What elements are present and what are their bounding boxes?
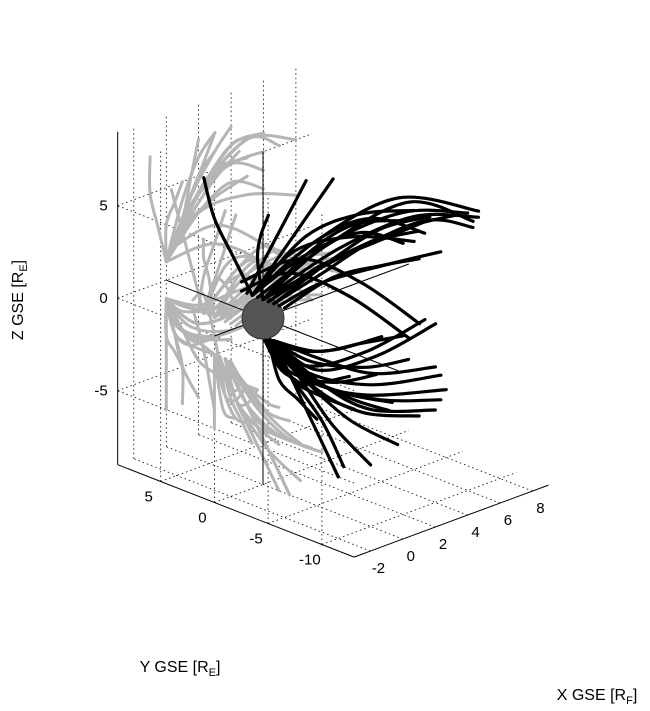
grid-line-x bbox=[133, 458, 371, 552]
field-line-south-cusp bbox=[266, 337, 346, 469]
grid-line-x bbox=[295, 398, 533, 492]
y-tick-label: -5 bbox=[249, 531, 262, 548]
grid-line-y bbox=[321, 472, 517, 545]
projection-yz bbox=[169, 188, 206, 315]
field-line-north-cusp bbox=[239, 257, 422, 326]
field-line-north-cusp bbox=[202, 176, 254, 297]
z-axis-label: Z GSE [RE] bbox=[10, 260, 30, 340]
field-line-south-cusp bbox=[261, 334, 384, 354]
projection-xz bbox=[164, 288, 265, 311]
field-line-north-cusp bbox=[261, 212, 480, 302]
z-axis-label-sub: E bbox=[18, 264, 30, 271]
field-line-north-cusp bbox=[266, 221, 424, 304]
field-line-south-cusp bbox=[277, 341, 392, 413]
projection-yz bbox=[201, 237, 216, 319]
y-tick-label: -10 bbox=[299, 552, 321, 569]
grid-lines bbox=[117, 65, 533, 552]
field-line-north-cusp bbox=[261, 219, 411, 302]
projection-yz bbox=[223, 357, 292, 423]
field-line-north-cusp bbox=[272, 229, 421, 306]
grid-line-x bbox=[198, 434, 436, 528]
field-line-north-cusp bbox=[255, 213, 270, 302]
y-tick-label: 5 bbox=[145, 489, 153, 506]
southern-field-lines bbox=[261, 318, 448, 479]
field-line-south-cusp bbox=[261, 334, 314, 395]
y-tick-label: 0 bbox=[198, 510, 206, 527]
x-tick-label: 6 bbox=[504, 512, 512, 529]
x-axis-label: X GSE [RF] bbox=[557, 687, 638, 707]
y-axis-label-close: ] bbox=[216, 659, 220, 676]
grid-line-y bbox=[267, 451, 463, 524]
box-edge bbox=[353, 484, 549, 558]
x-tick-label: -2 bbox=[372, 560, 385, 577]
x-tick-label: 4 bbox=[471, 524, 479, 541]
x-tick-label: 0 bbox=[407, 548, 415, 565]
projection-yz bbox=[223, 357, 259, 392]
x-tick-label: 2 bbox=[439, 536, 447, 553]
x-tick-label: 8 bbox=[536, 500, 544, 517]
projection-yz bbox=[190, 304, 216, 412]
grid-line-x bbox=[166, 446, 403, 540]
box-edge bbox=[117, 464, 355, 558]
tick-labels: 5 0 -5 5 0 -5 -10 -2 0 2 4 6 8 bbox=[94, 198, 544, 577]
z-axis-label-close: ] bbox=[10, 260, 27, 264]
z-axis-label-main: Z GSE [R bbox=[10, 272, 27, 340]
projection-xz bbox=[164, 297, 209, 341]
y-axis-label: Y GSE [RE] bbox=[140, 659, 221, 679]
y-axis-label-main: Y GSE [R bbox=[140, 659, 209, 676]
z-tick-label: -5 bbox=[94, 383, 107, 400]
northern-field-lines bbox=[202, 176, 481, 340]
x-axis-label-sub: F bbox=[626, 695, 633, 707]
field-line-north-cusp bbox=[261, 208, 470, 302]
z-tick-label: 5 bbox=[99, 198, 107, 215]
projection-xz bbox=[164, 180, 184, 264]
y-axis-label-sub: E bbox=[209, 667, 216, 679]
projection-xz bbox=[164, 149, 241, 264]
z-tick-label: 0 bbox=[99, 290, 107, 307]
grid-line-z bbox=[117, 225, 313, 299]
projection-yz bbox=[212, 353, 238, 393]
projection-xz bbox=[147, 155, 168, 264]
x-axis-label-main: X GSE [R bbox=[557, 687, 626, 704]
reference-line-y bbox=[166, 279, 403, 374]
field-line-north-cusp bbox=[277, 250, 443, 308]
projection-yz bbox=[212, 258, 281, 319]
x-axis-label-close: ] bbox=[633, 687, 637, 704]
grid-line-z bbox=[117, 297, 355, 391]
grid-line-z bbox=[117, 390, 355, 484]
grid-line-x bbox=[263, 410, 501, 504]
earth-sphere bbox=[241, 296, 285, 340]
projection-yz bbox=[212, 353, 238, 420]
projection-yz bbox=[202, 213, 238, 315]
projection-xz bbox=[164, 297, 184, 369]
projection-yz bbox=[223, 357, 259, 447]
